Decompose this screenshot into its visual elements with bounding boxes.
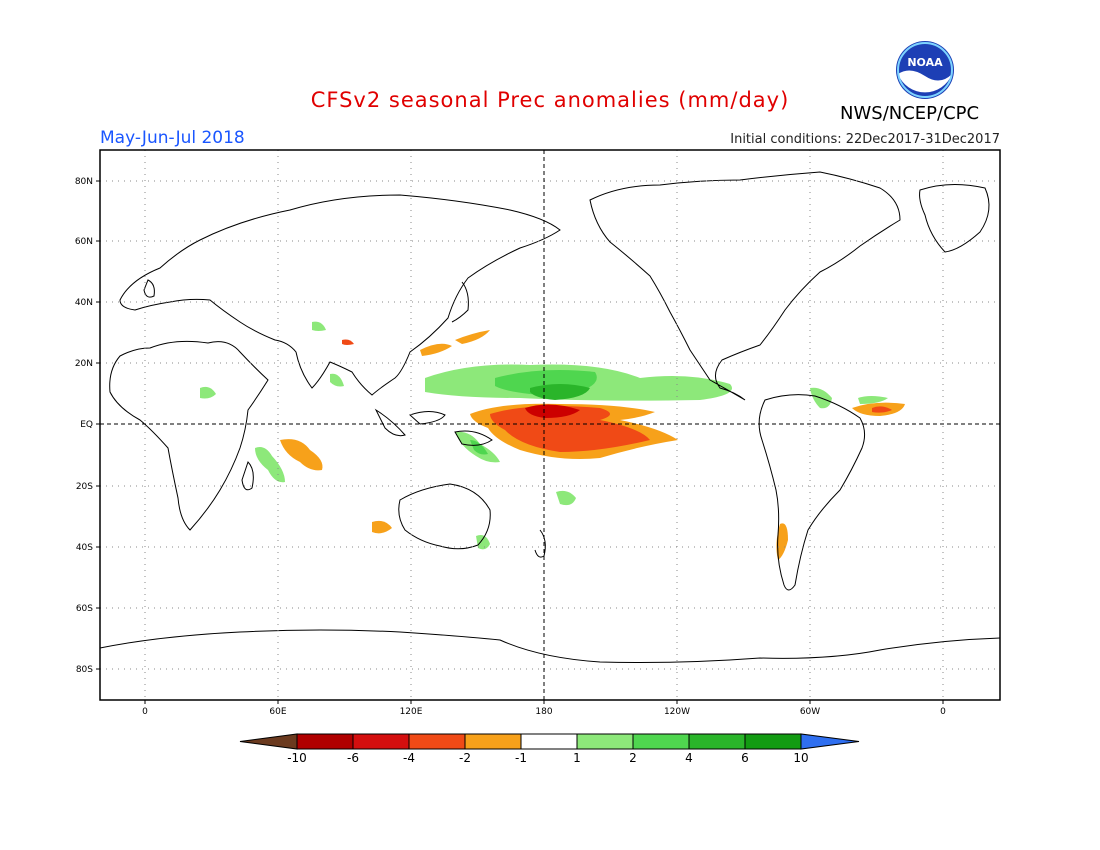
map-title: CFSv2 seasonal Prec anomalies (mm/day) xyxy=(310,88,790,112)
latitude-axis: 80N 60N 40N 20N EQ 20S 40S 60S 80S xyxy=(75,177,100,675)
dry-patch-south-indian xyxy=(372,520,392,534)
colorbar-label: -1 xyxy=(515,751,527,765)
colorbar-label: -10 xyxy=(287,751,307,765)
dry-mid-pacific xyxy=(490,406,650,452)
lat-tick-label: 20N xyxy=(75,359,93,369)
wet-core-maritime xyxy=(470,440,488,455)
anomaly-shading xyxy=(200,321,905,560)
dry-patch-north-pacific xyxy=(455,330,490,344)
lat-tick-label: 60S xyxy=(76,604,93,614)
colorbar-label: 1 xyxy=(573,751,581,765)
colorbar-bin xyxy=(464,733,522,750)
lon-tick-label: 60E xyxy=(269,707,286,717)
lon-tick-label: 120W xyxy=(664,707,690,717)
dry-core-atlantic xyxy=(872,406,892,413)
lon-tick-label: 120E xyxy=(400,707,423,717)
lon-tick-label: 180 xyxy=(535,707,552,717)
lat-tick-label: 40N xyxy=(75,298,93,308)
lon-tick-label: 0 xyxy=(142,707,148,717)
lat-tick-label: 60N xyxy=(75,237,93,247)
longitude-axis: 0 60E 120E 180 120W 60W 0 xyxy=(142,700,946,717)
lon-tick-label: 60W xyxy=(800,707,820,717)
dry-core-pacific xyxy=(525,404,580,418)
colorbar-label: 2 xyxy=(629,751,637,765)
coast-eurasia xyxy=(119,194,561,396)
colorbar-bin xyxy=(632,733,690,750)
noaa-logo-text: NOAA xyxy=(907,56,943,69)
coast-greenland xyxy=(919,183,990,253)
coast-madagascar xyxy=(241,461,254,491)
coast-sumatra xyxy=(374,408,406,437)
dry-patch-east-asia xyxy=(420,343,452,356)
coast-borneo xyxy=(409,411,446,425)
colorbar-label: -4 xyxy=(403,751,415,765)
wet-core-strong xyxy=(530,384,590,400)
colorbar-label: -6 xyxy=(347,751,359,765)
wet-region-indian xyxy=(255,447,285,483)
lat-tick-label: 80N xyxy=(75,177,93,187)
agency-label: NWS/NCEP/CPC xyxy=(840,103,980,124)
dry-patch-chile xyxy=(776,523,788,560)
wet-patch-australia xyxy=(476,535,490,550)
lat-tick-label: 40S xyxy=(76,543,93,553)
wet-patch-west-africa xyxy=(200,386,216,399)
colorbar-label: 10 xyxy=(793,751,808,765)
lon-tick-label: 0 xyxy=(940,707,946,717)
lat-tick-label: EQ xyxy=(80,420,93,430)
colorbar-bin xyxy=(408,733,466,750)
colorbar: -10 -6 -4 -2 -1 1 2 4 6 10 xyxy=(239,733,860,765)
coast-antarctica xyxy=(99,629,1001,663)
colorbar-label: 6 xyxy=(741,751,749,765)
colorbar-bin xyxy=(688,733,746,750)
colorbar-label: 4 xyxy=(685,751,693,765)
noaa-logo: NOAA xyxy=(895,40,955,100)
dry-patch-india xyxy=(342,339,354,345)
colorbar-bin xyxy=(744,733,802,750)
coastlines xyxy=(99,171,1001,663)
colorbar-arrow-high xyxy=(800,733,860,750)
season-label: May-Jun-Jul 2018 xyxy=(100,128,245,148)
wet-patch-arabian-sea xyxy=(330,373,344,387)
map-border xyxy=(99,149,1001,701)
initial-conditions-label: Initial conditions: 22Dec2017-31Dec2017 xyxy=(730,132,1000,147)
coast-new-guinea xyxy=(454,430,493,446)
lat-tick-label: 80S xyxy=(76,665,93,675)
colorbar-arrow-low xyxy=(239,733,298,750)
dry-region-indian xyxy=(280,439,323,471)
wet-patch-south-pacific xyxy=(556,490,576,506)
coast-africa xyxy=(109,340,269,531)
coast-australia xyxy=(398,483,491,550)
colorbar-bin xyxy=(296,733,354,750)
colorbar-label: -2 xyxy=(459,751,471,765)
colorbar-bin xyxy=(520,733,578,750)
colorbar-bin xyxy=(576,733,634,750)
coast-north-america xyxy=(589,171,901,401)
lat-tick-label: 20S xyxy=(76,482,93,492)
graticule xyxy=(100,150,1000,700)
coast-japan xyxy=(451,281,469,323)
coast-uk xyxy=(143,279,155,298)
wet-region-atlantic xyxy=(858,396,888,404)
coast-south-america xyxy=(758,394,866,591)
wet-patch-arabia xyxy=(312,321,326,331)
colorbar-bin xyxy=(352,733,410,750)
